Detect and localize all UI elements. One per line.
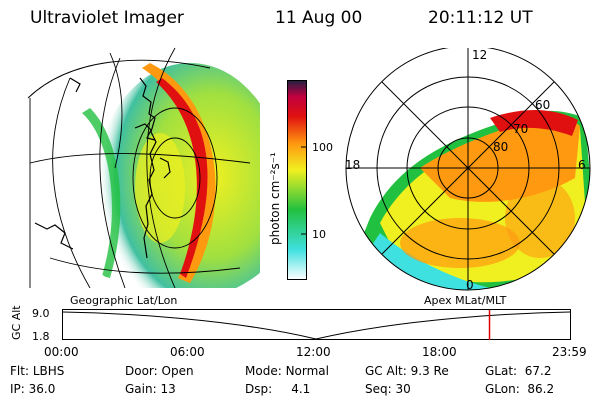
mlt-label-0: 0 [466,278,474,292]
info-dsp: Dsp: 4.1 [245,382,311,396]
instrument-title: Ultraviolet Imager [30,8,184,28]
polar-mlt-panel [340,45,600,293]
timeline-xtick-0: 00:00 [44,345,79,359]
colorbar-tick-10: 10 [312,228,326,241]
time-label: 20:11:12 UT [428,8,533,28]
timeline-right-label: Apex MLat/MLT [424,294,507,307]
timeline-left-label: Geographic Lat/Lon [70,294,178,307]
timeline-axis-title: GC Alt [10,305,23,340]
timeline-xtick-1: 06:00 [170,345,205,359]
timeline-xtick-4: 23:59 [552,345,587,359]
info-seq: Seq: 30 [365,382,411,396]
mlt-label-6: 6 [578,158,586,172]
colorbar-unit-label: photon cm⁻²s⁻¹ [268,152,282,245]
info-ip: IP: 36.0 [10,382,56,396]
lat-label-60: 60 [535,98,551,112]
geographic-auroral-image [27,47,285,301]
info-door: Door: Open [125,364,194,378]
info-gain: Gain: 13 [125,382,176,396]
colorbar [287,80,307,280]
timeline-xtick-3: 18:00 [422,345,457,359]
info-glat: GLat: 67.2 [485,364,552,378]
timeline-ytick-low: 1.8 [32,330,50,343]
timeline-ytick-high: 9.0 [32,307,50,320]
mlt-label-12: 12 [472,48,488,62]
info-gc-alt: GC Alt: 9.3 Re [365,364,449,378]
timeline-xtick-2: 12:00 [296,345,331,359]
colorbar-tick-100: 100 [312,141,333,154]
lat-label-70: 70 [513,122,529,136]
info-glon: GLon: 86.2 [485,382,555,396]
info-mode: Mode: Normal [245,364,329,378]
date-label: 11 Aug 00 [275,8,363,28]
info-flt: Flt: LBHS [10,364,65,378]
polar-auroral-plot [345,45,591,291]
altitude-timeline [62,309,572,341]
mlt-label-18: 18 [345,158,361,172]
geographic-image-panel [10,38,285,301]
lat-label-80: 80 [493,140,509,154]
